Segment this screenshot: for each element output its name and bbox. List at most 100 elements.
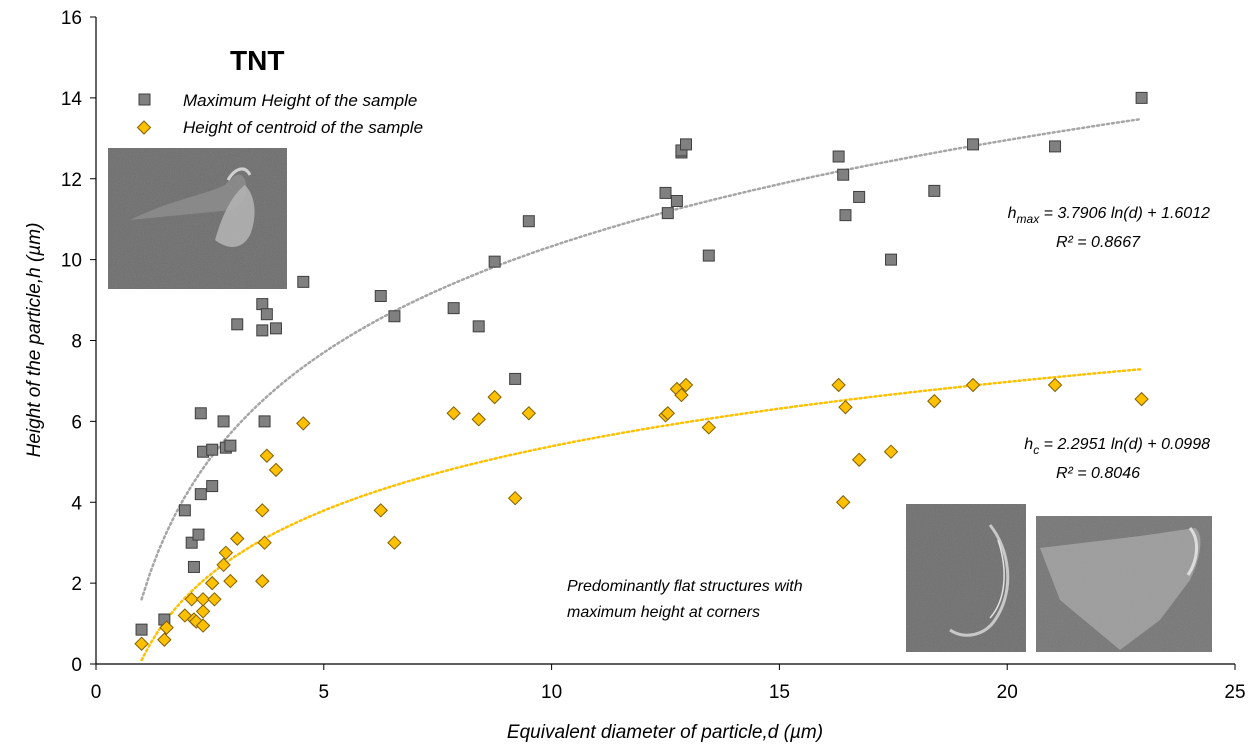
max-height-point	[374, 290, 387, 303]
centroid-height-point	[223, 573, 238, 589]
r-squared-max-height: R² = 0.8667	[1056, 234, 1141, 251]
centroid-height-point	[701, 420, 716, 435]
y-tick-label: 0	[71, 655, 82, 676]
centroid-height-point	[1047, 377, 1063, 393]
max-height-point	[224, 439, 237, 452]
centroid-height-point	[207, 592, 222, 607]
max-height-point	[297, 275, 310, 288]
centroid-height-point	[373, 503, 388, 518]
y-tick-label: 4	[71, 493, 82, 514]
max-height-point	[1135, 91, 1148, 104]
centroid-height-point	[660, 406, 675, 421]
chart-title: TNT	[230, 45, 284, 76]
max-height-point	[680, 138, 693, 151]
centroid-height-point	[189, 614, 204, 629]
max-height-point	[839, 209, 852, 222]
centroid-height-point	[674, 387, 689, 403]
centroid-height-point	[157, 632, 172, 647]
max-height-point	[206, 480, 219, 493]
max-height-point	[231, 318, 244, 331]
series-max-height	[135, 91, 1148, 636]
max-height-point	[206, 443, 219, 456]
centroid-height-point	[134, 636, 149, 651]
centroid-height-point	[255, 503, 270, 518]
centroid-height-point	[216, 557, 231, 573]
legend-label-centroid-height: Height of centroid of the sample	[183, 118, 423, 137]
centroid-height-point	[230, 531, 245, 546]
series-centroid-height	[134, 377, 1149, 651]
trendline-equation-max: hmax = 3.7906 ln(d) + 1.6012 R² = 0.8667	[1008, 205, 1210, 251]
axes: 0 2 4 6 8 10 12 14 16 0 5 10 15 20 25	[61, 8, 1246, 703]
centroid-height-point	[471, 412, 486, 427]
micrograph-image-bottom-middle	[906, 504, 1026, 652]
max-height-point	[661, 207, 674, 220]
equation-centroid-height: hc = 2.2951 ln(d) + 0.0998	[1024, 436, 1210, 457]
x-tick-label: 10	[541, 682, 562, 703]
y-tick-label: 10	[61, 251, 82, 272]
centroid-height-point	[965, 377, 981, 393]
max-height-point	[135, 623, 148, 636]
centroid-height-point	[1134, 391, 1149, 407]
centroid-height-point	[218, 545, 234, 561]
centroid-height-point	[195, 618, 211, 633]
centroid-height-point	[296, 416, 311, 431]
note-line-2: maximum height at corners	[567, 604, 760, 621]
max-height-point	[260, 308, 273, 321]
centroid-height-point	[184, 592, 199, 607]
micrograph-image-top-left	[108, 148, 287, 289]
max-height-point	[522, 215, 535, 228]
x-tick-label: 20	[997, 682, 1018, 703]
centroid-height-point	[507, 490, 523, 506]
max-height-point	[187, 560, 200, 573]
r-squared-centroid-height: R² = 0.8046	[1056, 465, 1140, 482]
x-tick-label: 5	[319, 682, 330, 703]
max-height-point	[670, 194, 683, 207]
y-tick-label: 2	[71, 574, 82, 595]
max-height-point	[185, 536, 198, 549]
max-height-point	[832, 150, 845, 163]
note-line-1: Predominantly flat structures with	[567, 578, 803, 595]
max-height-point	[178, 504, 191, 517]
max-height-point	[1049, 140, 1062, 153]
x-tick-label: 15	[769, 682, 790, 703]
centroid-height-point	[387, 535, 402, 550]
centroid-height-point	[927, 393, 942, 409]
legend-marker-centroid-height	[136, 120, 152, 135]
centroid-height-point	[487, 389, 502, 405]
trendline-equation-centroid: hc = 2.2951 ln(d) + 0.0998 R² = 0.8046	[1024, 436, 1210, 482]
max-height-point	[256, 298, 269, 311]
y-tick-label: 6	[71, 412, 82, 433]
x-tick-label: 25	[1224, 682, 1245, 703]
equation-max-height: hmax = 3.7906 ln(d) + 1.6012	[1008, 205, 1210, 226]
max-height-point	[388, 310, 401, 323]
centroid-height-point	[678, 377, 694, 393]
max-height-point	[194, 407, 207, 420]
y-tick-label: 8	[71, 332, 82, 353]
x-axis-title: Equivalent diameter of particle,d (µm)	[507, 722, 823, 743]
y-axis-title: Height of the particle,h (µm)	[24, 223, 45, 458]
centroid-height-point	[835, 495, 851, 510]
centroid-height-point	[195, 604, 211, 619]
max-height-point	[837, 168, 850, 181]
legend-marker-max-height	[138, 93, 151, 106]
max-height-point	[258, 415, 271, 428]
centroid-height-point	[268, 462, 284, 478]
max-height-point	[967, 138, 980, 151]
max-height-point	[447, 302, 460, 315]
max-height-point	[192, 528, 205, 541]
max-height-point	[885, 253, 898, 266]
max-height-point	[928, 184, 941, 197]
y-tick-label: 16	[61, 8, 82, 29]
max-height-point	[269, 322, 282, 335]
legend: Maximum Height of the sample Height of c…	[136, 91, 423, 137]
centroid-height-point	[883, 444, 899, 459]
max-height-point	[472, 320, 485, 333]
y-tick-label: 12	[61, 170, 82, 191]
flat-structure-note: Predominantly flat structures with maxim…	[567, 578, 803, 621]
centroid-height-point	[831, 377, 846, 393]
centroid-height-point	[204, 575, 220, 591]
data-points	[134, 91, 1149, 651]
max-height-point	[256, 324, 269, 337]
y-tick-label: 14	[61, 89, 83, 110]
